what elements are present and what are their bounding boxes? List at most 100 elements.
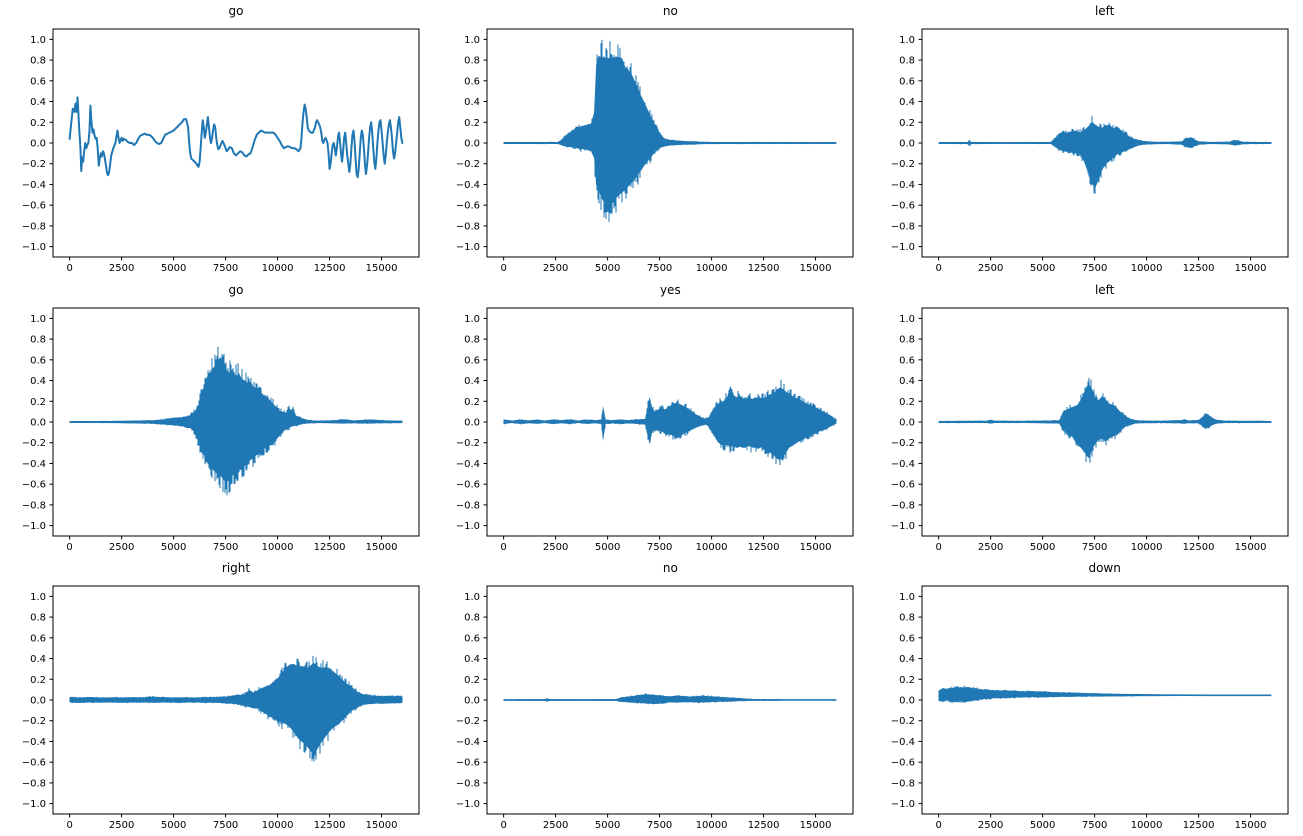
- svg-text:2500: 2500: [978, 820, 1003, 831]
- subplot-6: right 1.0 0.8 0.6 0.4 0.2 0.0 −0.2 −0.4 −0.6 −0.8…: [0, 557, 434, 836]
- waveform-plot: 1.0 0.8 0.6 0.4 0.2 0.0 −0.2 −0.4 −0.6 −0.8 −1.0 0 2…: [456, 28, 854, 274]
- svg-text:−0.4: −0.4: [456, 180, 480, 191]
- subplot-8: down 1.0 0.8 0.6 0.4 0.2 0.0 −0.2 −0.4 −0.6 −0.8 −…: [869, 557, 1303, 836]
- svg-text:15000: 15000: [366, 542, 398, 553]
- svg-text:0.0: 0.0: [899, 138, 915, 149]
- subplot-0: go 1.0 0.8 0.6 0.4 0.2 0.0 −0.2 −0.4 −0.6 −0.8 −1.…: [0, 0, 434, 279]
- svg-text:1.0: 1.0: [464, 314, 480, 325]
- svg-text:0.4: 0.4: [464, 654, 480, 665]
- svg-text:−0.8: −0.8: [22, 221, 46, 232]
- svg-text:5000: 5000: [161, 542, 186, 553]
- svg-text:0.2: 0.2: [464, 675, 480, 686]
- svg-text:1.0: 1.0: [30, 35, 46, 46]
- svg-text:5000: 5000: [161, 263, 186, 274]
- plot-title: go: [228, 282, 244, 297]
- svg-text:0: 0: [501, 542, 507, 553]
- plot-title: no: [662, 561, 678, 576]
- waveform-plot: 1.0 0.8 0.6 0.4 0.2 0.0 −0.2 −0.4 −0.6 −0.8 −1.0 0 2…: [890, 307, 1289, 553]
- plot-title: go: [228, 4, 244, 18]
- svg-text:−0.8: −0.8: [456, 779, 480, 790]
- svg-text:−0.8: −0.8: [890, 500, 914, 511]
- svg-text:15000: 15000: [800, 263, 832, 274]
- svg-text:15000: 15000: [800, 542, 832, 553]
- svg-text:7500: 7500: [1082, 820, 1107, 831]
- svg-text:0.0: 0.0: [899, 417, 915, 428]
- subplot-5: left 1.0 0.8 0.6 0.4 0.2 0.0 −0.2 −0.4 −0.6 −0.8 −…: [869, 279, 1303, 558]
- waveform-plot: 1.0 0.8 0.6 0.4 0.2 0.0 −0.2 −0.4 −0.6 −0.8 −1.0 0 2…: [890, 585, 1289, 831]
- svg-text:0.0: 0.0: [30, 417, 46, 428]
- svg-text:−0.2: −0.2: [890, 717, 914, 728]
- svg-text:0.0: 0.0: [464, 417, 480, 428]
- svg-text:15000: 15000: [1234, 542, 1266, 553]
- svg-text:7500: 7500: [647, 542, 672, 553]
- svg-text:−0.8: −0.8: [890, 779, 914, 790]
- svg-text:10000: 10000: [696, 263, 728, 274]
- svg-text:−1.0: −1.0: [890, 242, 914, 253]
- svg-text:0.2: 0.2: [30, 675, 46, 686]
- waveform-plot: 1.0 0.8 0.6 0.4 0.2 0.0 −0.2 −0.4 −0.6 −0.8 −1.0 0 2…: [456, 585, 854, 831]
- svg-text:−0.6: −0.6: [456, 201, 480, 212]
- plot-title: down: [1088, 561, 1121, 576]
- svg-text:0.0: 0.0: [30, 696, 46, 707]
- svg-text:12500: 12500: [314, 820, 346, 831]
- svg-text:0.4: 0.4: [30, 376, 46, 387]
- svg-text:12500: 12500: [748, 820, 780, 831]
- svg-text:−1.0: −1.0: [890, 521, 914, 532]
- svg-text:−0.4: −0.4: [22, 180, 46, 191]
- svg-text:10000: 10000: [1130, 263, 1162, 274]
- svg-text:10000: 10000: [262, 820, 294, 831]
- plot-title: left: [1094, 4, 1115, 18]
- svg-text:0: 0: [935, 542, 941, 553]
- svg-text:7500: 7500: [213, 263, 238, 274]
- svg-text:12500: 12500: [1182, 542, 1214, 553]
- svg-text:5000: 5000: [595, 820, 620, 831]
- svg-text:−0.2: −0.2: [456, 717, 480, 728]
- svg-text:−0.2: −0.2: [22, 159, 46, 170]
- svg-text:0.4: 0.4: [899, 654, 915, 665]
- subplot-3: go 1.0 0.8 0.6 0.4 0.2 0.0 −0.2 −0.4 −0.6 −0.8 −1.…: [0, 279, 434, 558]
- svg-text:15000: 15000: [1234, 263, 1266, 274]
- svg-text:−0.4: −0.4: [890, 737, 914, 748]
- svg-text:0.4: 0.4: [30, 97, 46, 108]
- svg-text:10000: 10000: [262, 263, 294, 274]
- svg-text:−0.4: −0.4: [890, 180, 914, 191]
- svg-text:10000: 10000: [1130, 820, 1162, 831]
- svg-text:0.4: 0.4: [30, 654, 46, 665]
- svg-text:12500: 12500: [314, 263, 346, 274]
- svg-text:0.6: 0.6: [899, 634, 915, 645]
- svg-text:−0.8: −0.8: [456, 500, 480, 511]
- svg-text:0.8: 0.8: [899, 334, 915, 345]
- svg-text:0.0: 0.0: [464, 138, 480, 149]
- svg-text:0.8: 0.8: [464, 56, 480, 67]
- svg-text:10000: 10000: [1130, 542, 1162, 553]
- svg-text:0.2: 0.2: [464, 396, 480, 407]
- plot-title: yes: [659, 282, 681, 297]
- svg-text:1.0: 1.0: [30, 592, 46, 603]
- svg-text:7500: 7500: [1082, 542, 1107, 553]
- svg-text:5000: 5000: [595, 542, 620, 553]
- svg-text:1.0: 1.0: [899, 35, 915, 46]
- svg-text:0: 0: [501, 263, 507, 274]
- plot-title: right: [221, 561, 251, 576]
- svg-text:−0.6: −0.6: [22, 479, 46, 490]
- svg-text:7500: 7500: [1082, 263, 1107, 274]
- subplot-1: no 1.0 0.8 0.6 0.4 0.2 0.0 −0.2 −0.4 −0.6 −0.8 −1.…: [434, 0, 868, 279]
- svg-text:−0.4: −0.4: [22, 737, 46, 748]
- svg-text:0.4: 0.4: [464, 376, 480, 387]
- svg-text:−0.4: −0.4: [456, 737, 480, 748]
- svg-text:0.6: 0.6: [30, 634, 46, 645]
- svg-text:−0.4: −0.4: [22, 459, 46, 470]
- svg-text:0.8: 0.8: [30, 613, 46, 624]
- svg-text:5000: 5000: [1030, 542, 1055, 553]
- svg-text:0.8: 0.8: [30, 56, 46, 67]
- svg-text:10000: 10000: [696, 542, 728, 553]
- svg-text:−1.0: −1.0: [456, 521, 480, 532]
- svg-text:2500: 2500: [543, 263, 568, 274]
- svg-text:−0.2: −0.2: [890, 438, 914, 449]
- svg-text:0.4: 0.4: [464, 97, 480, 108]
- subplot-2: left 1.0 0.8 0.6 0.4 0.2 0.0 −0.2 −0.4 −0.6 −0.8 −…: [869, 0, 1303, 279]
- svg-text:−0.4: −0.4: [456, 459, 480, 470]
- svg-text:10000: 10000: [262, 542, 294, 553]
- svg-text:−1.0: −1.0: [22, 242, 46, 253]
- waveform-plot: 1.0 0.8 0.6 0.4 0.2 0.0 −0.2 −0.4 −0.6 −0.8 −1.0 0 2…: [22, 585, 420, 831]
